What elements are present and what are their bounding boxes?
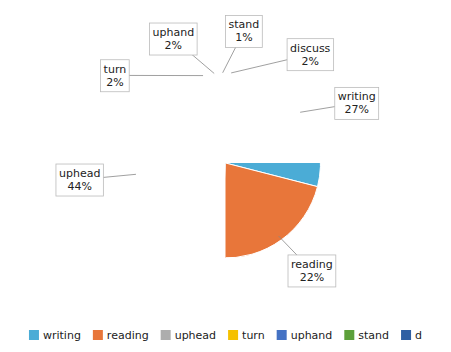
data-labels: discuss2% writing27% reading22% uphead44% tu… — [56, 15, 379, 287]
legend-label: writing — [43, 329, 81, 342]
legend-label: uphand — [291, 329, 333, 342]
data-label-box — [335, 87, 379, 119]
legend-entry: reading — [93, 329, 149, 342]
data-label-group: writing27% — [300, 87, 379, 119]
legend-entry: writing — [29, 329, 81, 342]
legend: writing reading uphead turn uphand stand d — [29, 329, 422, 342]
legend-entry: stand — [344, 329, 389, 342]
data-label-group: turn2% — [101, 60, 203, 92]
legend-label: turn — [242, 329, 265, 342]
data-label-box — [288, 255, 336, 287]
data-label-group: uphead44% — [56, 164, 136, 196]
data-label: turn2% — [104, 63, 127, 89]
data-label-box — [149, 23, 197, 55]
pie-slice — [226, 163, 318, 258]
data-label-box — [56, 164, 103, 196]
legend-swatch — [228, 330, 238, 340]
legend-label: d — [415, 329, 422, 342]
legend-swatch — [344, 330, 354, 340]
data-label: writing27% — [338, 90, 376, 116]
legend-swatch — [29, 330, 39, 340]
data-label-group: uphand2% — [149, 23, 214, 73]
legend-entry: turn — [228, 329, 265, 342]
legend-label: uphead — [175, 329, 216, 342]
legend-entry: d — [401, 329, 422, 342]
data-label-box — [101, 60, 130, 92]
legend-label: stand — [358, 329, 389, 342]
data-label: uphand2% — [152, 26, 194, 52]
data-label: reading22% — [291, 258, 333, 284]
legend-entry: uphand — [277, 329, 333, 342]
pie — [226, 163, 321, 258]
data-label-group: stand1% — [223, 15, 263, 72]
data-label-box — [226, 15, 263, 47]
legend-entry: uphead — [161, 329, 216, 342]
data-label-box — [287, 39, 334, 71]
legend-swatch — [93, 330, 103, 340]
data-label: uphead44% — [59, 167, 100, 193]
data-label: stand1% — [229, 18, 260, 44]
legend-label: reading — [107, 329, 149, 342]
data-label: discuss2% — [290, 42, 331, 68]
legend-swatch — [277, 330, 287, 340]
legend-swatch — [401, 330, 411, 340]
data-label-group: reading22% — [279, 236, 336, 287]
legend-swatch — [161, 330, 171, 340]
chart: discuss2% writing27% reading22% uphead44% tu… — [0, 0, 451, 352]
